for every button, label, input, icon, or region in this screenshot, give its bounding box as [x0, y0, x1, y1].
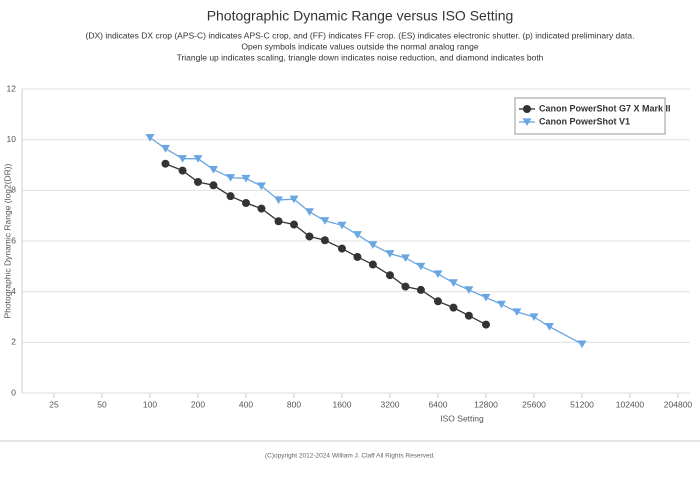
marker: [161, 159, 170, 168]
marker: [337, 221, 347, 230]
marker: [449, 303, 458, 312]
marker: [481, 293, 491, 302]
y-tick-label: 6: [11, 235, 16, 245]
marker: [577, 340, 587, 349]
marker: [400, 254, 410, 263]
marker: [178, 155, 188, 163]
x-tick-label: 200: [191, 399, 205, 409]
legend: Canon PowerShot G7 X Mark II Canon PowerS…: [514, 97, 671, 135]
chart-title: Photographic Dynamic Range versus ISO Se…: [207, 8, 514, 24]
x-tick-label: 204800: [664, 399, 693, 409]
marker: [274, 217, 283, 226]
marker: [401, 282, 410, 291]
marker: [304, 208, 314, 216]
legend-marker: [522, 118, 532, 127]
marker: [178, 166, 187, 175]
marker: [289, 195, 299, 204]
marker: [368, 241, 378, 249]
marker: [193, 155, 203, 163]
x-tick-label: 25: [49, 399, 59, 409]
marker: [385, 250, 395, 258]
legend-label: Canon PowerShot G7 X Mark II: [539, 103, 671, 113]
y-tick-label: 4: [11, 286, 16, 296]
marker: [274, 196, 284, 205]
marker: [481, 320, 490, 329]
copyright: (C)opyright 2012-2024 William J. Claff A…: [265, 453, 435, 460]
legend-marker: [523, 105, 531, 113]
marker: [448, 279, 458, 287]
x-tick-label: 1600: [333, 399, 352, 409]
marker: [337, 244, 346, 253]
subtitle-line: Triangle up indicates scaling, triangle …: [177, 52, 544, 62]
marker: [256, 182, 266, 191]
marker: [257, 204, 266, 213]
y-tick-label: 8: [11, 185, 16, 195]
y-tick-label: 10: [7, 134, 17, 144]
marker: [353, 252, 362, 261]
marker: [209, 181, 218, 190]
x-tick-label: 102400: [616, 399, 645, 409]
marker: [529, 313, 539, 322]
marker: [512, 308, 522, 316]
marker: [433, 297, 442, 306]
marker: [544, 323, 554, 331]
y-axis-title: Photographic Dynamic Range (log2(DR)): [2, 163, 12, 318]
x-tick-label: 50: [97, 399, 107, 409]
marker: [320, 217, 330, 225]
y-tick-label: 0: [11, 387, 16, 397]
marker: [226, 192, 235, 201]
marker: [208, 165, 218, 174]
marker: [145, 134, 155, 142]
x-tick-label: 25600: [522, 399, 546, 409]
marker: [433, 270, 443, 278]
x-tick-label: 6400: [429, 399, 448, 409]
marker: [226, 174, 236, 182]
marker: [368, 260, 377, 269]
x-tick-label: 100: [143, 399, 157, 409]
marker: [193, 177, 202, 186]
marker: [416, 285, 425, 294]
marker: [416, 262, 426, 271]
x-tick-label: 800: [287, 399, 301, 409]
marker: [352, 231, 362, 239]
marker: [385, 271, 394, 280]
legend-label: Canon PowerShot V1: [539, 116, 630, 126]
marker: [241, 199, 250, 207]
marker: [320, 236, 329, 245]
subtitle-line: Open symbols indicate values outside the…: [241, 41, 478, 51]
subtitle-line: (DX) indicates DX crop (APS-C) indicates…: [86, 30, 635, 40]
marker: [305, 232, 314, 241]
x-tick-label: 400: [239, 399, 253, 409]
marker: [496, 300, 506, 309]
marker: [464, 311, 473, 320]
x-tick-label: 51200: [570, 399, 594, 409]
legend-box: [514, 97, 666, 135]
marker: [160, 144, 170, 153]
y-tick-label: 2: [11, 337, 16, 347]
marker: [464, 286, 474, 294]
x-axis-title: ISO Setting: [440, 413, 484, 423]
y-tick-label: 12: [7, 83, 17, 93]
marker: [241, 174, 251, 183]
marker: [289, 220, 298, 229]
x-tick-label: 12800: [474, 399, 498, 409]
x-tick-label: 3200: [381, 399, 400, 409]
